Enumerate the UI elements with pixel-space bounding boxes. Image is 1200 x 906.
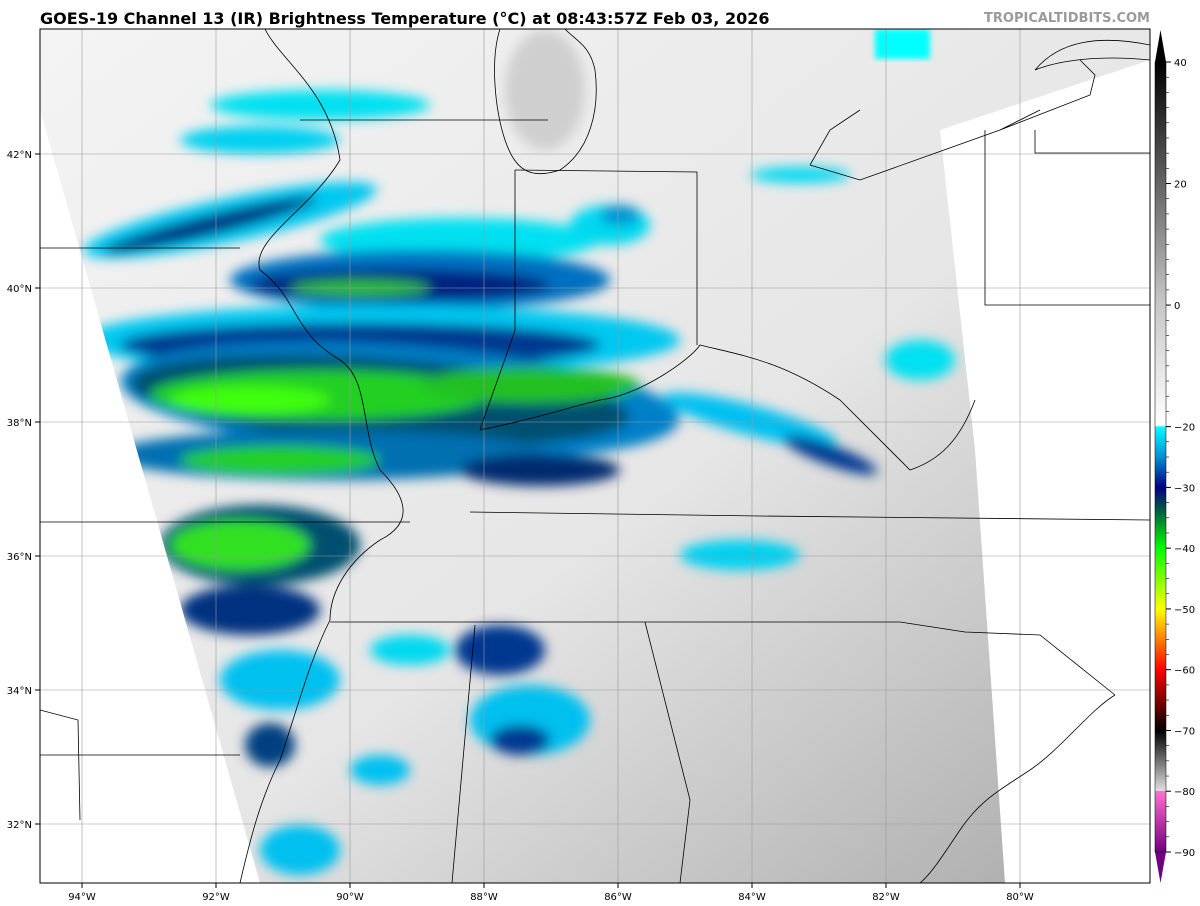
political-boundaries xyxy=(40,29,1150,883)
colorbar-min-arrow xyxy=(1155,852,1166,883)
ohio-river xyxy=(479,344,976,471)
map-area xyxy=(40,29,1150,883)
lon-tick-label: 94°W xyxy=(68,892,96,903)
lon-tick-label: 80°W xyxy=(1006,892,1034,903)
state-line-al-ga xyxy=(644,621,691,883)
lon-tick-label: 92°W xyxy=(202,892,230,903)
colorbar-tick-label: 20 xyxy=(1174,180,1187,191)
colorbar-tick-label: −80 xyxy=(1174,787,1195,798)
lat-tick-label: 42°N xyxy=(7,150,32,161)
lat-tick-label: 38°N xyxy=(7,418,32,429)
lake-erie-shore xyxy=(809,59,1096,181)
colorbar-gradient xyxy=(1155,62,1166,852)
state-line-il-in xyxy=(479,170,516,431)
lon-tick-label: 82°W xyxy=(872,892,900,903)
state-line-in-oh xyxy=(514,169,698,345)
colorbar: 40 20 0 −20 −30 −40 −50 −60 −70 −80 −90 xyxy=(1154,30,1195,883)
state-line-tn-south xyxy=(330,621,1116,696)
colorbar-tick-label: −30 xyxy=(1174,483,1195,494)
latitude-labels: 42°N 40°N 38°N 36°N 34°N 32°N xyxy=(7,150,40,831)
lon-tick-label: 86°W xyxy=(604,892,632,903)
state-line-ok-tx xyxy=(40,709,81,821)
colorbar-tick-label: −40 xyxy=(1174,544,1195,555)
lake-michigan-shore xyxy=(494,29,597,174)
colorbar-tick-label: −90 xyxy=(1174,848,1195,859)
colorbar-tick-label: −60 xyxy=(1174,666,1195,677)
colorbar-tick-label: 0 xyxy=(1174,301,1180,312)
colorbar-tick-label: 40 xyxy=(1174,58,1187,69)
lon-tick-label: 90°W xyxy=(336,892,364,903)
longitude-labels: 94°W 92°W 90°W 88°W 86°W 84°W 82°W 80°W xyxy=(68,883,1034,903)
lon-tick-label: 84°W xyxy=(738,892,766,903)
colorbar-tick-label: −70 xyxy=(1174,726,1195,737)
site-credit: TROPICALTIDBITS.COM xyxy=(984,11,1150,26)
state-line-wv-va xyxy=(984,130,1150,306)
colorbar-tick-label: −20 xyxy=(1174,423,1195,434)
colorbar-tick-label: −50 xyxy=(1174,605,1195,616)
state-line-ms-al xyxy=(451,624,476,883)
lon-tick-label: 88°W xyxy=(470,892,498,903)
mississippi-river xyxy=(239,29,404,883)
lake-ontario-shore xyxy=(1034,39,1150,71)
map-frame xyxy=(39,28,1151,884)
lat-tick-label: 40°N xyxy=(7,284,32,295)
atlantic-coast xyxy=(919,694,1116,883)
lat-tick-label: 34°N xyxy=(7,686,32,697)
state-line-tn-ky xyxy=(469,511,1150,521)
chart-title: GOES-19 Channel 13 (IR) Brightness Tempe… xyxy=(40,9,770,28)
lat-tick-label: 36°N xyxy=(7,552,32,563)
colorbar-max-arrow xyxy=(1155,30,1166,62)
cloud-tops xyxy=(80,90,955,875)
lat-tick-label: 32°N xyxy=(7,820,32,831)
